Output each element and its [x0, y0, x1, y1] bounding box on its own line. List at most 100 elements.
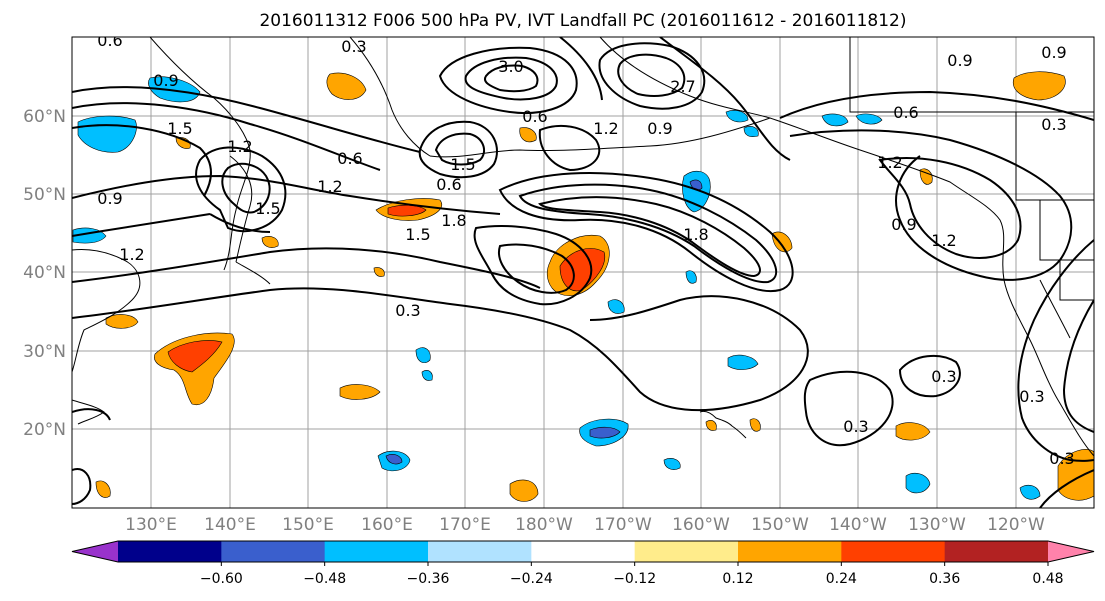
negative-pv-blob: [905, 472, 931, 494]
negative-pv-blob: [743, 126, 759, 138]
colorbar-bin: [841, 541, 946, 562]
contour-label: 1.5: [255, 199, 280, 218]
lon-label: 130°E: [125, 515, 177, 535]
lon-label: 130°W: [908, 515, 966, 535]
state-border: [1039, 200, 1094, 261]
contour-closed: [617, 53, 686, 97]
contour-label: 0.9: [97, 189, 122, 208]
lon-label: 140°E: [204, 515, 256, 535]
contour-label: 0.9: [647, 119, 672, 138]
contour-closed: [498, 243, 575, 294]
lat-label: 50°N: [23, 185, 66, 205]
contour-label: 0.9: [1041, 43, 1066, 62]
negative-pv-blob: [821, 113, 849, 127]
positive-pv-blob: [261, 236, 279, 248]
lat-label: 60°N: [23, 107, 66, 127]
negative-pv-blob: [663, 458, 681, 470]
longitude-labels: 130°E 140°E 150°E 160°E 170°E 180°W 170°…: [125, 515, 1045, 535]
contour-closed: [434, 132, 486, 166]
us-border: [1015, 112, 1094, 201]
contour-label: 1.2: [593, 119, 618, 138]
lon-label: 140°W: [829, 515, 887, 535]
contour-closed: [598, 42, 706, 110]
lon-label: 160°E: [361, 515, 413, 535]
colorbar-tick-label: −0.36: [407, 571, 450, 587]
colorbar-bin: [944, 541, 1049, 562]
japan-coast: [229, 155, 253, 263]
colorbar-tick-label: −0.60: [200, 571, 243, 587]
positive-pv-blob: [339, 384, 381, 400]
map-layers: 0.6 0.3 3.0 2.7 0.9 0.9 0.9 1.5 1.2 0.6 …: [72, 31, 1094, 508]
contour-line: [72, 213, 211, 237]
lon-label: 150°W: [751, 515, 809, 535]
contour-label: 0.3: [1041, 115, 1066, 134]
colorbar-tick-label: −0.24: [510, 571, 553, 587]
contour-closed: [195, 146, 287, 233]
positive-pv-blob-strong: [387, 204, 427, 217]
contour-closed: [438, 46, 578, 114]
colorbar-bin: [428, 541, 532, 562]
negative-pv-blob: [607, 299, 625, 314]
contour-line: [72, 174, 501, 215]
ivt-contours: [72, 37, 1094, 508]
contour-label: 0.9: [947, 51, 972, 70]
negative-pv-blob-strong: [385, 454, 403, 465]
lon-label: 170°W: [594, 515, 652, 535]
state-border: [1059, 260, 1094, 301]
contour-line: [1039, 469, 1094, 508]
positive-pv-blob: [1012, 71, 1066, 101]
contour-label: 1.5: [405, 225, 430, 244]
contour-closed: [221, 162, 271, 214]
negative-pv-blob: [685, 270, 697, 284]
coastlines: [72, 37, 1094, 457]
map-title: 2016011312 F006 500 hPa PV, IVT Landfall…: [259, 11, 906, 31]
latitude-labels: 60°N 50°N 40°N 30°N 20°N: [23, 107, 66, 440]
lat-label: 30°N: [23, 342, 66, 362]
colorbar-bin: [221, 541, 326, 562]
colorbar-extend-low: [72, 541, 118, 562]
contour-labels: 0.6 0.3 3.0 2.7 0.9 0.9 0.9 1.5 1.2 0.6 …: [97, 31, 1074, 468]
negative-pv-blob: [727, 354, 759, 370]
contour-label: 1.2: [877, 153, 902, 172]
contour-label: 1.2: [227, 137, 252, 156]
colorbar-bin: [324, 541, 429, 562]
contour-label: 1.2: [931, 231, 956, 250]
contour-label: 0.6: [337, 149, 362, 168]
negative-pv-blob: [421, 370, 433, 381]
contour-label: 0.3: [341, 37, 366, 56]
contour-label: 1.5: [450, 155, 475, 174]
contour-line: [209, 213, 271, 233]
contour-label: 0.3: [843, 417, 868, 436]
contour-closed: [473, 225, 593, 306]
negative-pv-blob: [415, 347, 431, 363]
positive-pv-blob: [373, 267, 385, 277]
japan-coast: [235, 261, 271, 285]
colorbar-bin: [118, 541, 222, 562]
contour-label: 0.3: [1019, 387, 1044, 406]
contour-label: 0.3: [931, 367, 956, 386]
canada-border: [849, 37, 1094, 113]
colorbar-tick-label: 0.36: [929, 571, 960, 587]
colorbar-tick-label: −0.12: [613, 571, 656, 587]
contour-label: 1.8: [441, 211, 466, 230]
positive-pv-blob: [771, 231, 793, 253]
pv-shading: [72, 71, 1094, 502]
contour-closed: [538, 124, 601, 172]
positive-pv-blob: [1057, 449, 1094, 501]
north-america-coastline: [599, 37, 1094, 457]
contour-label: 1.2: [119, 245, 144, 264]
contour-closed: [518, 183, 778, 284]
contour-label: 0.6: [97, 31, 122, 50]
colorbar-outline: [71, 540, 1095, 563]
colorbar: −0.60 −0.48 −0.36 −0.24 −0.12 0.12 0.24 0.36 0.4…: [71, 540, 1095, 587]
positive-pv-blob: [95, 480, 111, 498]
negative-pv-blob: [1019, 484, 1041, 500]
negative-pv-blob-strong: [589, 426, 621, 439]
contour-closed: [898, 354, 961, 398]
contour-label: 0.9: [891, 215, 916, 234]
colorbar-tick-label: 0.48: [1032, 571, 1063, 587]
colorbar-tick-label: −0.48: [303, 571, 346, 587]
lon-label: 160°W: [672, 515, 730, 535]
positive-pv-blob: [509, 479, 539, 502]
